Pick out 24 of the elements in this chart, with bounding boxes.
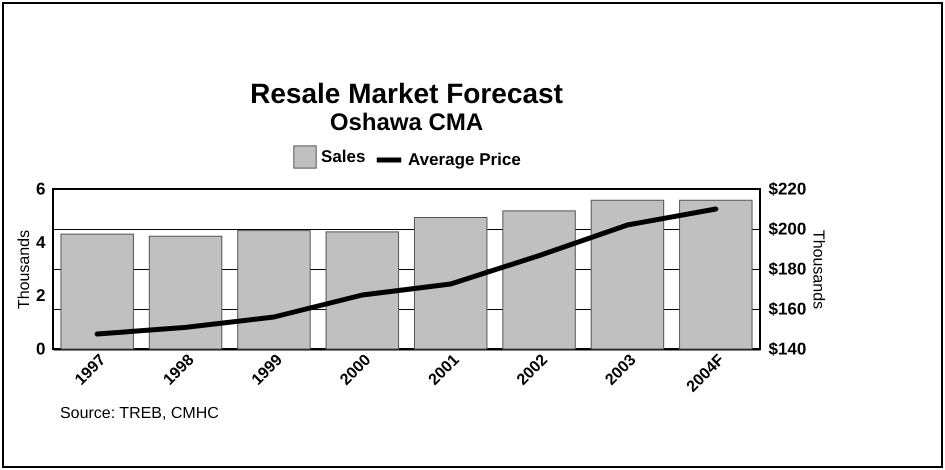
bar bbox=[414, 217, 488, 350]
legend-label: Sales bbox=[321, 147, 366, 166]
source-note: Source: TREB, CMHC bbox=[60, 405, 219, 423]
bar bbox=[679, 200, 753, 350]
chart-subtitle: Oshawa CMA bbox=[330, 109, 484, 136]
chart-title: Resale Market Forecast bbox=[250, 78, 563, 109]
bar bbox=[60, 234, 134, 350]
bar bbox=[326, 231, 400, 350]
y-tick-label: 2 bbox=[36, 286, 46, 306]
y2-tick-label: $220 bbox=[768, 180, 806, 198]
y2-axis-title: Thousands bbox=[809, 230, 826, 310]
bar bbox=[590, 200, 664, 350]
y-tick-label: 0 bbox=[36, 340, 46, 358]
y2-tick-label: $180 bbox=[768, 260, 806, 278]
y-tick-label: 6 bbox=[36, 180, 46, 198]
bar bbox=[502, 210, 576, 350]
legend-label: Average Price bbox=[408, 150, 521, 169]
y2-tick-label: $160 bbox=[768, 300, 806, 318]
y-axis-title: Thousands bbox=[16, 230, 34, 310]
y2-tick-label: $200 bbox=[768, 220, 806, 238]
bar bbox=[148, 236, 222, 350]
bar bbox=[237, 230, 311, 350]
y-tick-label: 4 bbox=[36, 232, 46, 252]
y2-tick-label: $140 bbox=[768, 340, 806, 358]
